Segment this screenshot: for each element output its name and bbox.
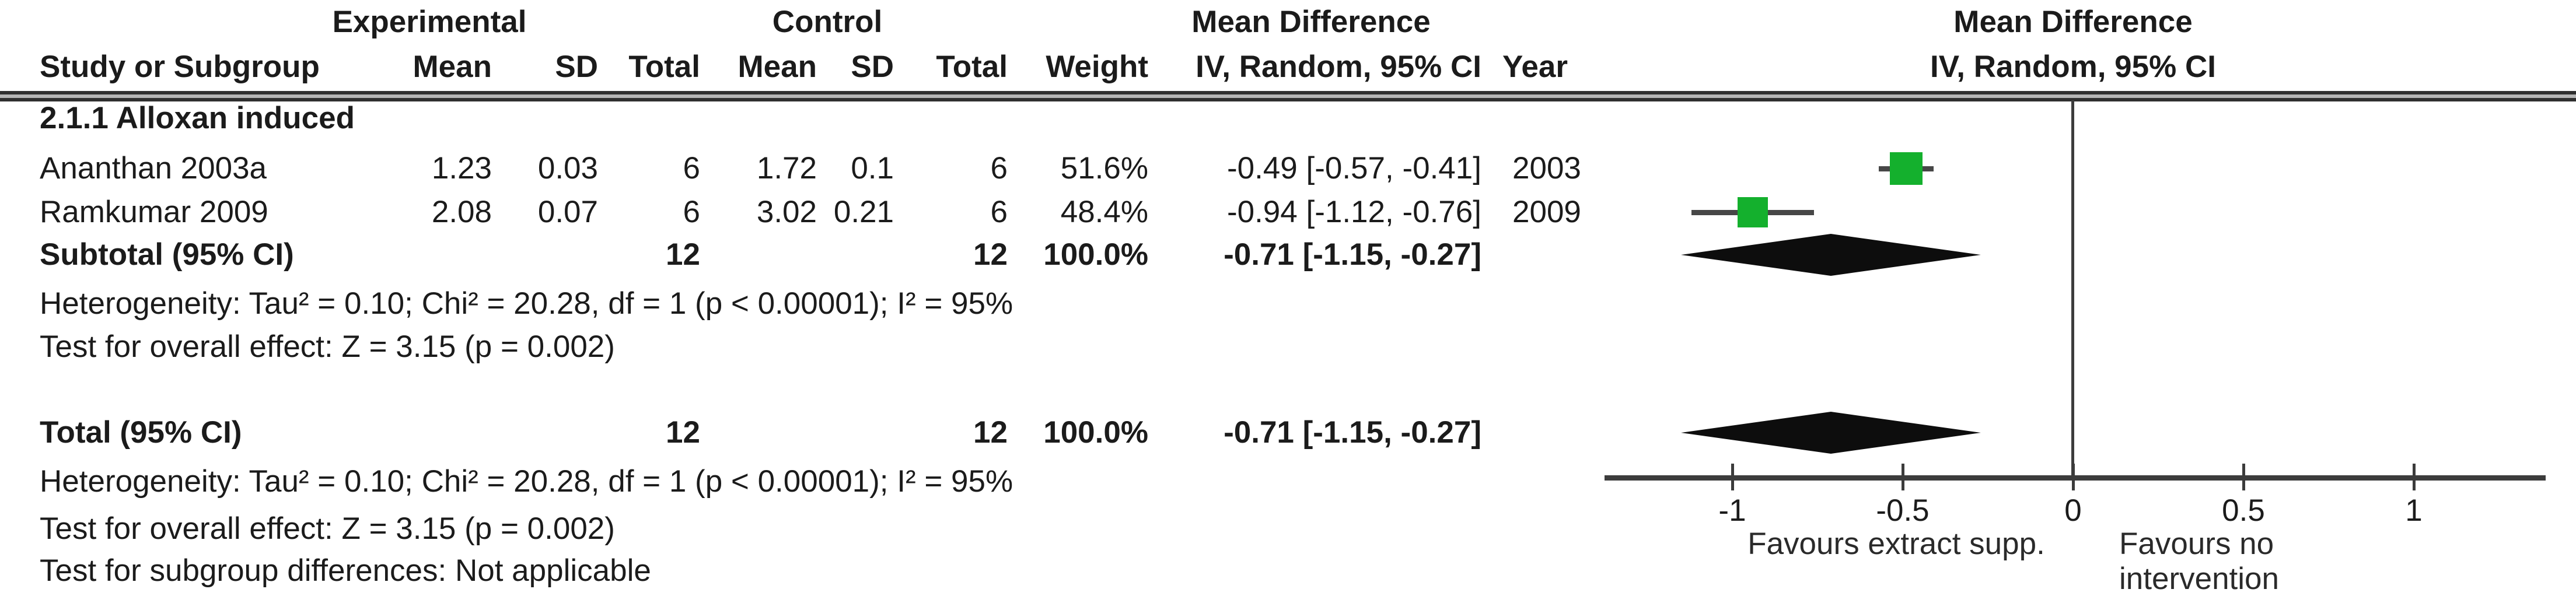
subtotal-total-ctl: 12 (973, 237, 1008, 272)
total-total-exp: 12 (666, 415, 700, 450)
x-axis-line (1605, 475, 2546, 481)
study-sd-ctl: 0.21 (833, 195, 894, 229)
subtotal-ci: -0.71 [-1.15, -0.27] (1224, 237, 1481, 272)
col-header-year: Year (1502, 50, 1568, 84)
group-header-mean-difference-right: Mean Difference (1953, 5, 2193, 39)
subtotal-label: Subtotal (95% CI) (40, 237, 294, 272)
col-header-ci: IV, Random, 95% CI (1196, 50, 1481, 84)
subtotal-diamond-shape (1681, 234, 1981, 276)
study-total-exp: 6 (683, 151, 700, 185)
total-ci: -0.71 [-1.15, -0.27] (1224, 415, 1481, 450)
favours-right-label: Favours no intervention (2119, 527, 2280, 596)
study-name: Ananthan 2003a (40, 151, 267, 185)
subgroup-heterogeneity-text: Heterogeneity: Tau² = 0.10; Chi² = 20.28… (40, 286, 1013, 321)
study-total-ctl: 6 (990, 195, 1008, 229)
study-name: Ramkumar 2009 (40, 195, 268, 229)
subtotal-total-exp: 12 (666, 237, 700, 272)
axis-tick-label: 0.5 (2222, 493, 2265, 528)
study-ci: -0.49 [-0.57, -0.41] (1226, 151, 1481, 185)
study-sd-exp: 0.07 (537, 195, 598, 229)
total-label: Total (95% CI) (40, 415, 242, 450)
group-header-experimental: Experimental (332, 5, 527, 39)
study-weight: 48.4% (1060, 195, 1148, 229)
study-year: 2003 (1512, 151, 1581, 185)
col-header-total-exp: Total (628, 50, 700, 84)
subgroup-differences-text: Test for subgroup differences: Not appli… (40, 553, 651, 588)
study-mean-exp: 2.08 (431, 195, 492, 229)
axis-tick (2242, 464, 2245, 490)
subgroup-title: 2.1.1 Alloxan induced (40, 101, 355, 135)
group-header-control: Control (772, 5, 883, 39)
axis-tick-label: 1 (2405, 493, 2423, 528)
col-header-total-ctl: Total (936, 50, 1008, 84)
study-year: 2009 (1512, 195, 1581, 229)
col-header-mean-exp: Mean (413, 50, 492, 84)
total-overall-effect-text: Test for overall effect: Z = 3.15 (p = 0… (40, 511, 615, 546)
col-header-study: Study or Subgroup (40, 50, 320, 84)
study-weight-marker (1889, 152, 1923, 185)
col-header-ci-plot: IV, Random, 95% CI (1930, 50, 2216, 84)
study-mean-ctl: 1.72 (756, 151, 817, 185)
col-header-sd-exp: SD (555, 50, 598, 84)
axis-tick (1902, 464, 1904, 490)
zero-effect-line (2071, 100, 2074, 477)
col-header-weight: Weight (1046, 50, 1148, 84)
axis-tick-label: 0 (2064, 493, 2082, 528)
total-total-ctl: 12 (973, 415, 1008, 450)
study-sd-ctl: 0.1 (851, 151, 894, 185)
study-mean-ctl: 3.02 (756, 195, 817, 229)
axis-tick (1731, 464, 1734, 490)
total-heterogeneity-text: Heterogeneity: Tau² = 0.10; Chi² = 20.28… (40, 464, 1013, 499)
col-header-sd-ctl: SD (851, 50, 894, 84)
total-diamond (1681, 412, 1981, 454)
study-sd-exp: 0.03 (537, 151, 598, 185)
study-total-ctl: 6 (990, 151, 1008, 185)
axis-tick-label: -1 (1718, 493, 1746, 528)
study-weight-marker (1738, 197, 1768, 227)
subtotal-diamond (1681, 234, 1981, 276)
total-weight: 100.0% (1043, 415, 1148, 450)
axis-tick (2072, 464, 2075, 490)
axis-tick (2413, 464, 2416, 490)
study-mean-exp: 1.23 (431, 151, 492, 185)
axis-tick-label: -0.5 (1876, 493, 1930, 528)
study-weight: 51.6% (1060, 151, 1148, 185)
subtotal-weight: 100.0% (1043, 237, 1148, 272)
col-header-mean-ctl: Mean (738, 50, 817, 84)
total-diamond-shape (1681, 412, 1981, 454)
study-total-exp: 6 (683, 195, 700, 229)
header-rule (0, 91, 2576, 101)
group-header-mean-difference-left: Mean Difference (1191, 5, 1431, 39)
favours-left-label: Favours extract supp. (1747, 527, 2045, 561)
study-ci: -0.94 [-1.12, -0.76] (1226, 195, 1481, 229)
subgroup-overall-effect-text: Test for overall effect: Z = 3.15 (p = 0… (40, 329, 615, 364)
